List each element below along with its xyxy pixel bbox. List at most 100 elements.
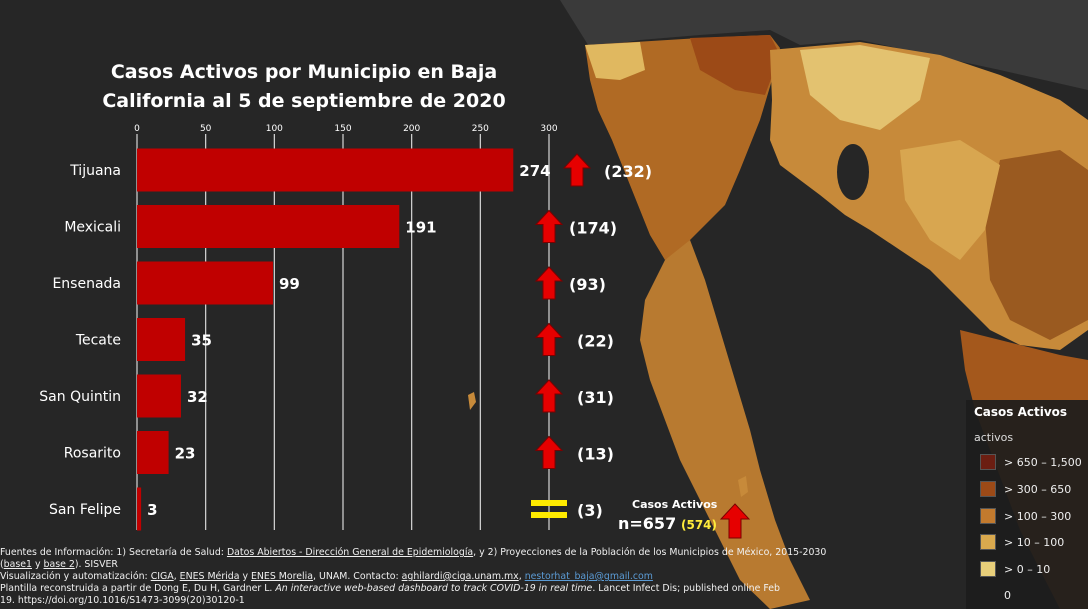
us-land (560, 0, 1088, 90)
legend-title: Casos Activos (974, 405, 1068, 419)
footer-text: , y 2) Proyecciones de la Población de l… (473, 547, 827, 558)
up-arrow-icon (534, 322, 564, 356)
previous-value-label: (13) (577, 445, 614, 464)
bar (137, 148, 514, 192)
legend-item: > 10 – 100 (980, 534, 1064, 550)
totals-up-arrow-icon (720, 503, 750, 539)
legend-item-label: > 0 – 10 (1004, 562, 1051, 576)
category-label: Rosarito (64, 446, 121, 462)
previous-value-label: (232) (604, 162, 652, 181)
x-tick-label: 0 (134, 124, 140, 134)
category-label: Tecate (75, 333, 121, 349)
baja-california-state (585, 35, 780, 260)
x-tick-label: 150 (334, 124, 351, 134)
base1-link[interactable]: base1 (3, 559, 32, 570)
base2-link[interactable]: base 2 (43, 559, 75, 570)
equal-icon (531, 500, 567, 506)
footer-text: . Lancet Infect Dis; published online Fe… (592, 583, 780, 594)
previous-value-label: (3) (577, 501, 603, 520)
enes-morelia-link[interactable]: ENES Morelia (251, 571, 313, 582)
legend-zero-label: 0 (1004, 589, 1011, 602)
value-label: 191 (405, 219, 436, 237)
datos-abiertos-link[interactable]: Datos Abiertos - Dirección General de Ep… (226, 547, 474, 558)
up-arrow-icon (534, 379, 564, 413)
bar (137, 318, 186, 361)
category-label: San Felipe (49, 502, 121, 518)
value-label: 99 (279, 275, 300, 293)
bar (137, 487, 142, 531)
email-link-2[interactable]: nestorhat_baja@gmail.com (524, 571, 653, 582)
legend-item-label: > 650 – 1,500 (1004, 455, 1082, 469)
equal-icon (531, 512, 567, 518)
legend-subtitle: activos (974, 431, 1014, 444)
legend-swatch (980, 561, 996, 577)
category-label: Ensenada (52, 276, 121, 292)
baja-peninsula-south (640, 240, 810, 609)
legend-swatch (980, 481, 996, 497)
footer-text: , (518, 571, 525, 582)
category-label: Tijuana (69, 163, 121, 179)
footer-article-title: An interactive web-based dashboard to tr… (275, 583, 593, 594)
value-label: 274 (519, 162, 550, 180)
totals-value: n=657 (618, 514, 677, 533)
totals-label: Casos Activos (632, 498, 718, 511)
email-link-1[interactable]: aghilardi@ciga.unam.mx (401, 571, 519, 582)
previous-value-label: (31) (577, 388, 614, 407)
sonora-north-light (800, 45, 930, 130)
up-arrow-icon (534, 435, 564, 469)
sources-footer: Fuentes de Información: 1) Secretaría de… (0, 547, 860, 607)
x-tick-label: 50 (200, 124, 212, 134)
legend-item: > 100 – 300 (980, 508, 1071, 524)
legend-item: > 0 – 10 (980, 561, 1050, 577)
bar (137, 431, 169, 474)
bar (137, 374, 181, 418)
footer-line-3: Visualización y automatización: CIGA, EN… (0, 571, 860, 583)
footer-text: y (239, 571, 251, 582)
island-b (738, 476, 748, 497)
legend-item: > 300 – 650 (980, 481, 1071, 497)
previous-value-label: (22) (577, 332, 614, 351)
legend-item: > 650 – 1,500 (980, 454, 1082, 470)
chart-title-line2: California al 5 de septiembre de 2020 (102, 90, 506, 112)
chart-title: Casos Activos por Municipio en Baja Cali… (92, 58, 516, 116)
footer-line-4: Plantilla reconstruida a partir de Dong … (0, 583, 860, 595)
up-arrow-icon (534, 266, 564, 300)
value-label: 32 (187, 388, 208, 406)
legend-swatch (980, 454, 996, 470)
totals-previous: (574) (681, 518, 718, 532)
footer-text: y (32, 559, 44, 570)
small-island (468, 392, 476, 410)
tijuana-area (585, 42, 645, 80)
previous-value-label: (174) (569, 219, 617, 238)
footer-line-1: Fuentes de Información: 1) Secretaría de… (0, 547, 860, 559)
x-tick-label: 200 (403, 124, 420, 134)
footer-text: Plantilla reconstruida a partir de Dong … (0, 583, 276, 594)
footer-line-5: 19. https://doi.org/10.1016/S1473-3099(2… (0, 595, 245, 606)
enes-merida-link[interactable]: ENES Mérida (179, 571, 240, 582)
legend-swatch (980, 508, 996, 524)
category-label: San Quintin (39, 389, 121, 405)
previous-value-label: (93) (569, 275, 606, 294)
x-tick-label: 100 (266, 124, 283, 134)
legend-item-label: > 10 – 100 (1004, 535, 1065, 549)
chart-title-line1: Casos Activos por Municipio en Baja (110, 61, 498, 83)
up-arrow-icon (562, 153, 592, 187)
bar (137, 205, 400, 248)
value-label: 3 (147, 501, 157, 519)
up-arrow-icon (534, 209, 564, 243)
legend-item-label: > 100 – 300 (1004, 509, 1072, 523)
category-label: Mexicali (64, 220, 121, 236)
tiburon-island (837, 144, 869, 200)
ciga-link[interactable]: CIGA (150, 571, 174, 582)
footer-text: Visualización y automatización: (0, 571, 151, 582)
mexicali-area (690, 35, 780, 95)
map-legend: Casos Activos activos > 650 – 1,500 > 30… (966, 400, 1088, 609)
legend-swatch (980, 534, 996, 550)
sonora-east (985, 150, 1088, 340)
footer-text: , (173, 571, 180, 582)
footer-text: Fuentes de Información: 1) Secretaría de… (0, 547, 227, 558)
value-label: 35 (191, 332, 212, 350)
bar (137, 261, 273, 305)
